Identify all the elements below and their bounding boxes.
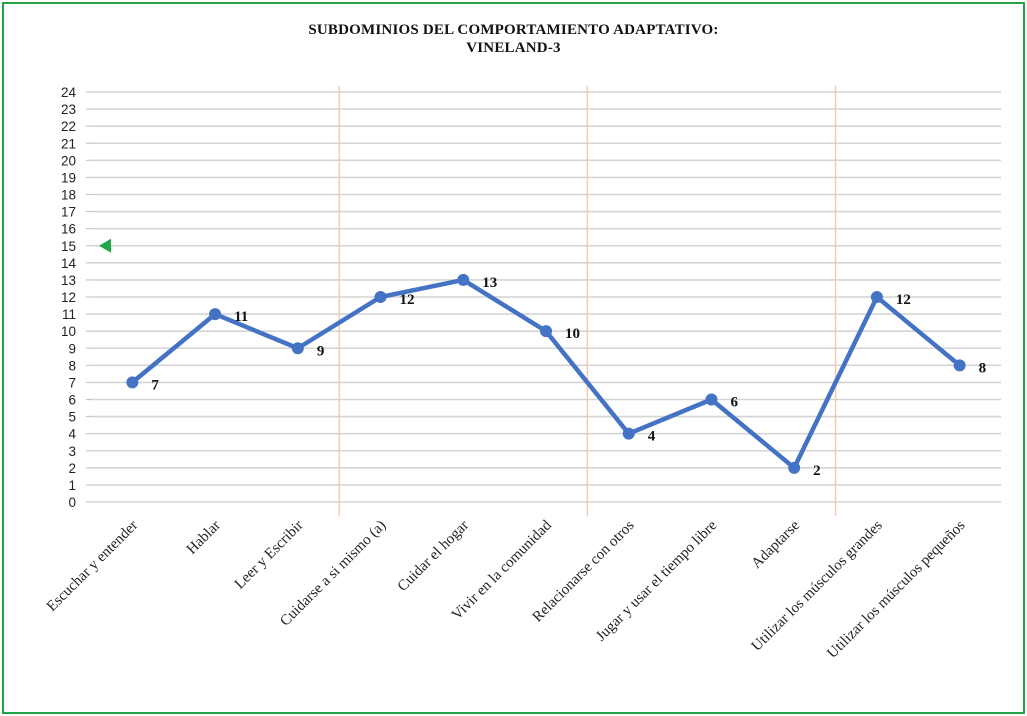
y-tick-label: 23 xyxy=(61,102,76,117)
y-tick-label: 18 xyxy=(61,188,76,203)
y-tick-label: 22 xyxy=(61,119,76,134)
y-tick-label: 15 xyxy=(61,239,76,254)
data-label: 4 xyxy=(648,429,656,445)
y-tick-label: 1 xyxy=(68,478,76,493)
y-tick-label: 9 xyxy=(68,341,76,356)
data-point xyxy=(870,291,883,303)
y-tick-label: 17 xyxy=(61,205,76,220)
x-tick-label: Utilizar los músculos pequeños xyxy=(824,517,968,661)
data-label: 9 xyxy=(317,343,325,359)
y-tick-label: 8 xyxy=(68,358,76,373)
y-tick-label: 19 xyxy=(61,170,76,185)
data-label: 12 xyxy=(400,292,415,308)
y-tick-label: 7 xyxy=(68,375,76,390)
data-point xyxy=(291,342,304,355)
data-label: 10 xyxy=(565,326,580,342)
y-tick-label: 3 xyxy=(68,444,76,459)
data-point xyxy=(705,393,718,406)
x-tick-label: Utilizar los músculos grandes xyxy=(749,517,886,654)
data-label: 11 xyxy=(234,309,248,325)
data-point xyxy=(457,273,470,286)
chart-title: SUBDOMINIOS DEL COMPORTAMIENTO ADAPTATIV… xyxy=(308,22,719,38)
value-marker-icon xyxy=(99,238,111,253)
y-tick-label: 4 xyxy=(68,427,76,442)
data-label: 6 xyxy=(730,395,738,411)
y-tick-label: 24 xyxy=(61,85,77,100)
x-tick-label: Hablar xyxy=(184,518,224,558)
data-label: 13 xyxy=(482,275,497,291)
y-tick-label: 10 xyxy=(61,324,76,339)
x-tick-label: Adaptarse xyxy=(749,517,804,572)
x-tick-label: Leer y Escribir xyxy=(232,518,307,593)
y-tick-label: 0 xyxy=(68,495,76,510)
data-point xyxy=(622,427,635,440)
y-tick-label: 5 xyxy=(68,410,76,425)
data-label: 8 xyxy=(979,360,987,376)
data-point xyxy=(540,325,552,338)
x-tick-label: Cuidar el hogar xyxy=(395,518,472,595)
data-point xyxy=(209,308,222,321)
y-tick-label: 2 xyxy=(68,461,76,476)
y-tick-label: 16 xyxy=(61,222,76,237)
y-tick-label: 21 xyxy=(61,136,76,151)
data-point xyxy=(953,359,966,372)
data-point xyxy=(374,291,387,303)
y-tick-label: 20 xyxy=(61,153,76,168)
data-label: 2 xyxy=(813,463,821,479)
y-tick-label: 13 xyxy=(61,273,76,288)
chart-subtitle: VINELAND-3 xyxy=(466,40,561,56)
y-tick-label: 12 xyxy=(61,290,76,305)
x-tick-label: Escuchar y entender xyxy=(44,518,141,615)
y-tick-label: 6 xyxy=(68,393,76,408)
y-tick-label: 11 xyxy=(62,307,76,322)
data-point xyxy=(126,376,139,389)
data-label: 12 xyxy=(896,292,911,308)
data-point xyxy=(788,461,801,474)
data-label: 7 xyxy=(151,377,159,393)
y-tick-label: 14 xyxy=(61,256,77,271)
